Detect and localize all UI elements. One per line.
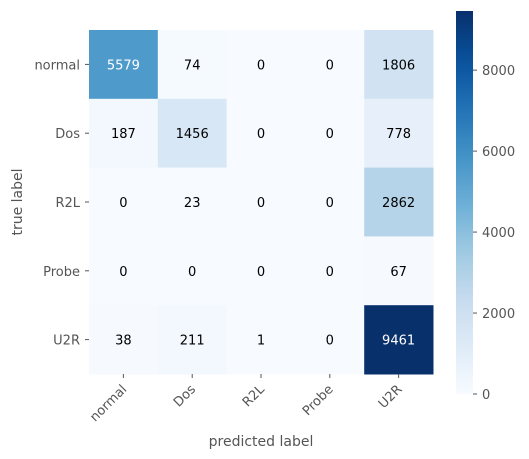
x-tick-label: Probe <box>300 382 337 419</box>
colorbar-tick-label: 4000 <box>482 226 515 241</box>
cell-value-label: 0 <box>326 265 334 280</box>
heatmap-cell <box>226 30 296 100</box>
heatmap-cells <box>89 30 434 375</box>
heatmap-cell <box>295 305 365 375</box>
cell-value-label: 1806 <box>382 58 415 73</box>
colorbar-tick-label: 6000 <box>482 145 515 160</box>
heatmap-cell <box>226 167 296 237</box>
x-tick-label: R2L <box>240 382 268 410</box>
heatmap-cell <box>157 236 228 306</box>
heatmap-cell <box>226 305 296 375</box>
cell-value-label: 0 <box>326 58 334 73</box>
heatmap-cell <box>89 305 159 375</box>
cell-value-label: 0 <box>188 265 196 280</box>
cell-value-label: 1456 <box>176 127 209 142</box>
cell-value-label: 0 <box>119 265 127 280</box>
heatmap-cell <box>364 30 434 100</box>
heatmap-cell <box>89 98 159 169</box>
y-tick-label: normal <box>34 58 80 73</box>
cell-value-label: 67 <box>390 265 407 280</box>
heatmap-cell <box>226 236 296 306</box>
cell-value-label: 0 <box>257 58 265 73</box>
cell-value-label: 778 <box>386 127 411 142</box>
cell-value-labels: 5579 74 0 0 1806 187 1456 0 0 778 0 23 0 0 2862 0 0 0 0 67 3… <box>107 58 415 348</box>
heatmap-cell <box>157 167 228 237</box>
heatmap-cell <box>295 167 365 237</box>
heatmap-cell <box>157 305 228 375</box>
cell-value-label: 211 <box>180 334 205 349</box>
cell-value-label: 74 <box>184 58 201 73</box>
cell-value-label: 0 <box>257 265 265 280</box>
colorbar-tick-label: 0 <box>482 388 490 403</box>
heatmap-cell <box>226 98 296 169</box>
heatmap-cell <box>157 98 228 169</box>
x-tick-label: Dos <box>171 382 199 410</box>
y-tick-label: U2R <box>53 334 80 349</box>
cell-value-label: 0 <box>257 127 265 142</box>
heatmap-cell <box>295 236 365 306</box>
y-tick-label: Probe <box>43 265 80 280</box>
colorbar-ticks: 0 2000 4000 6000 8000 <box>473 64 515 403</box>
cell-value-label: 0 <box>257 196 265 211</box>
colorbar-tick-label: 2000 <box>482 307 515 322</box>
cell-value-label: 0 <box>326 334 334 349</box>
cell-value-label: 0 <box>326 196 334 211</box>
heatmap-cell <box>364 305 434 375</box>
colorbar-tick-label: 8000 <box>482 64 515 79</box>
heatmap-cell <box>364 236 434 306</box>
y-tick-label: Dos <box>55 127 80 142</box>
y-axis-ticks: normal Dos R2L Probe U2R <box>34 58 89 349</box>
heatmap-cell <box>364 167 434 237</box>
heatmap-cell <box>157 30 228 100</box>
colorbar <box>456 11 473 394</box>
cell-value-label: 0 <box>326 127 334 142</box>
cell-value-label: 187 <box>111 127 136 142</box>
x-tick-label: U2R <box>376 382 406 412</box>
y-axis-label: true label <box>10 168 26 235</box>
cell-value-label: 9461 <box>382 334 415 349</box>
cell-value-label: 23 <box>184 196 201 211</box>
heatmap-cell <box>295 30 365 100</box>
x-tick-label: normal <box>87 382 130 425</box>
x-axis-label: predicted label <box>209 434 314 450</box>
cell-value-label: 5579 <box>107 58 140 73</box>
y-tick-label: R2L <box>55 196 80 211</box>
heatmap-cell <box>364 98 434 169</box>
cell-value-label: 0 <box>119 196 127 211</box>
cell-value-label: 2862 <box>382 196 415 211</box>
heatmap-cell <box>295 98 365 169</box>
cell-value-label: 38 <box>115 334 132 349</box>
x-axis-ticks: normal Dos R2L Probe U2R <box>87 374 405 425</box>
heatmap-cell <box>89 236 159 306</box>
heatmap-cell <box>89 167 159 237</box>
cell-value-label: 1 <box>257 334 265 349</box>
heatmap-cell <box>89 30 159 100</box>
